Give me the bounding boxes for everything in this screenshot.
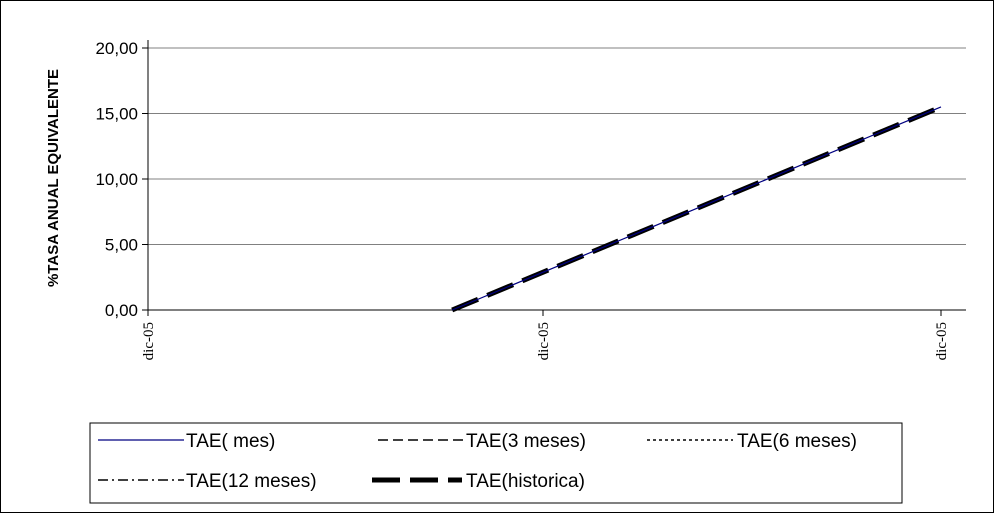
legend-label: TAE(6 meses) [737, 431, 857, 452]
legend-label: TAE(historica) [466, 471, 585, 492]
legend-label: TAE(12 meses) [186, 471, 317, 492]
y-tick-label: 5,00 [105, 236, 138, 255]
y-tick-label: 20,00 [95, 39, 138, 58]
y-tick-labels: 0,00 5,00 10,00 15,00 20,00 [95, 39, 138, 320]
y-tick-label: 10,00 [95, 170, 138, 189]
series-lines [451, 104, 942, 313]
y-tick-label: 15,00 [95, 105, 138, 124]
x-tick-label: dic-05 [141, 322, 157, 360]
x-tick-label: dic-05 [536, 322, 552, 360]
gridlines [142, 47, 966, 311]
x-tick-label: dic-05 [934, 322, 950, 360]
y-tick-label: 0,00 [105, 301, 138, 320]
legend: TAE( mes) TAE(3 meses) TAE(6 meses) TAE(12 … [89, 422, 903, 504]
axes [147, 40, 966, 316]
legend-label: TAE( mes) [186, 431, 275, 452]
legend-label: TAE(3 meses) [466, 431, 586, 452]
x-tick-labels: dic-05 dic-05 dic-05 [141, 322, 950, 360]
legend-box [89, 422, 903, 504]
y-axis-label: %TASA ANUAL EQUIVALENTE [45, 69, 62, 287]
series-line [451, 106, 942, 311]
